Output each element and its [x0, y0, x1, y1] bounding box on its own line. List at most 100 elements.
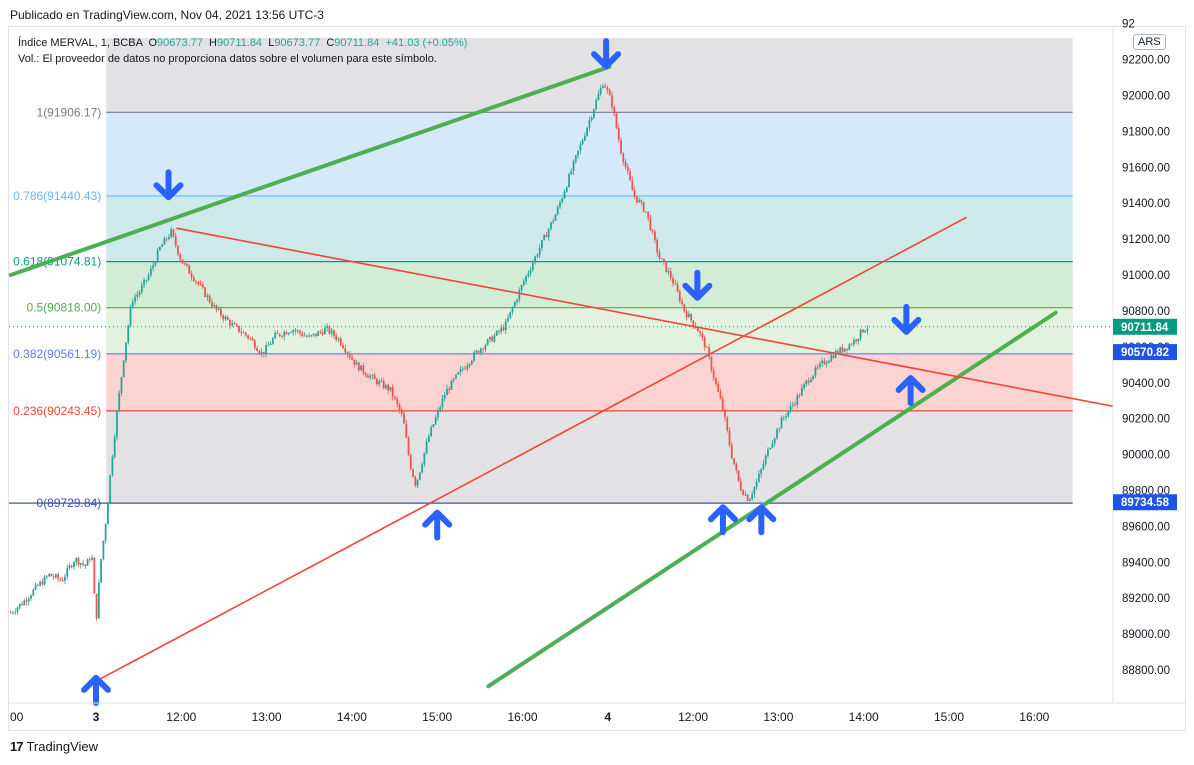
candle-body [771, 443, 774, 448]
candle-body [724, 409, 726, 418]
candle-body [16, 607, 19, 612]
candle-body [459, 369, 462, 373]
candle-body [513, 302, 516, 308]
candle-body [624, 162, 627, 167]
fib-zone-3 [106, 307, 1073, 354]
candle-body [21, 603, 23, 605]
candle-body [14, 611, 17, 613]
candle-body [816, 366, 819, 368]
candle-body [174, 236, 177, 246]
candle-body [538, 248, 541, 256]
fib-level-label: 0.786(91440.43) [13, 189, 101, 203]
candle-body [672, 277, 674, 284]
candle-body [798, 395, 801, 397]
candle-body [360, 365, 362, 371]
candle-body [106, 502, 109, 525]
candle-body [552, 220, 555, 223]
arrow-down-icon[interactable] [591, 38, 622, 70]
candle-body [238, 325, 240, 332]
candle-body [158, 247, 161, 251]
candle-body [403, 413, 405, 424]
candle-body [79, 563, 82, 565]
candle-body [728, 430, 731, 446]
tradingview-brand[interactable]: 17 TradingView [10, 739, 98, 754]
candle-body [314, 333, 317, 336]
fib-level-label: 0.5(90818.00) [27, 301, 102, 315]
trendline-upper-green[interactable] [8, 64, 612, 278]
price-badge-label: 90570.82 [1121, 347, 1169, 359]
trendline-red-resistance[interactable] [176, 227, 1142, 413]
x-axis-tick-label: 00 [10, 710, 24, 724]
candle-body [179, 254, 182, 260]
candle-body [520, 284, 523, 291]
candle-body [93, 557, 96, 594]
candle-body [34, 584, 37, 590]
candle-body [149, 268, 152, 276]
trendline-lower-green[interactable] [486, 310, 1058, 689]
candle-body [285, 332, 288, 335]
candle-body [206, 295, 209, 297]
candle-body [565, 187, 568, 192]
arrow-down-icon[interactable] [891, 303, 922, 335]
candle-body [477, 350, 480, 353]
candle-body [48, 573, 51, 577]
arrow-down-icon[interactable] [153, 169, 184, 201]
y-axis-tick-label: 90800.00 [1122, 306, 1170, 318]
change-value: +41.03 (+0.05%) [385, 37, 468, 49]
candle-body [12, 612, 14, 614]
candle-body [701, 333, 704, 338]
candle-body [604, 86, 607, 88]
candle-body [229, 319, 231, 326]
trendline-red-support[interactable] [82, 216, 967, 689]
candle-body [396, 398, 399, 405]
candle-body [335, 335, 338, 340]
arrow-down-icon[interactable] [682, 269, 713, 301]
candle-body [434, 417, 437, 425]
candle-body [491, 336, 494, 342]
candle-body [617, 128, 620, 141]
arrow-up-icon[interactable] [422, 509, 453, 541]
arrow-up-icon[interactable] [81, 674, 111, 706]
candle-body [129, 306, 132, 326]
candle-body [226, 316, 229, 320]
candle-body [278, 333, 281, 336]
currency-badge[interactable]: ARS [1133, 34, 1166, 50]
candle-body [59, 578, 62, 581]
candle-body [529, 269, 532, 274]
candle-body [846, 348, 848, 350]
candle-body [147, 275, 150, 280]
candle-body [66, 567, 69, 577]
candle-body [834, 351, 837, 358]
candle-body [651, 230, 654, 232]
y-axis-tick-label: 91600.00 [1122, 162, 1170, 174]
candle-body [152, 265, 155, 269]
y-axis-tick-label: 92000.00 [1122, 90, 1170, 102]
candle-body [425, 441, 428, 453]
y-axis-tick-label: 91800.00 [1122, 126, 1170, 138]
candle-body [746, 494, 749, 501]
arrow-up-icon[interactable] [746, 504, 777, 536]
candle-body [303, 335, 306, 337]
candle-body [267, 345, 270, 346]
candle-body [785, 416, 787, 418]
candle-body [131, 301, 134, 307]
candle-body [574, 155, 577, 162]
candle-body [457, 372, 460, 375]
arrow-up-icon[interactable] [707, 504, 738, 536]
candle-body [504, 321, 507, 331]
candle-body [710, 356, 713, 371]
candle-body [489, 336, 491, 340]
candle-body [355, 362, 358, 365]
candle-body [708, 347, 711, 357]
candle-body [620, 140, 622, 154]
candle-body [597, 94, 600, 101]
symbol-label[interactable]: Índice MERVAL, 1, BCBA [18, 37, 143, 49]
candle-body [421, 464, 424, 473]
candle-body [448, 388, 451, 390]
y-axis-tick-label: 89600.00 [1122, 521, 1170, 533]
x-axis-tick-label: 14:00 [337, 710, 367, 724]
candle-body [669, 271, 672, 278]
arrow-up-icon[interactable] [895, 374, 926, 406]
candle-body [626, 166, 629, 172]
